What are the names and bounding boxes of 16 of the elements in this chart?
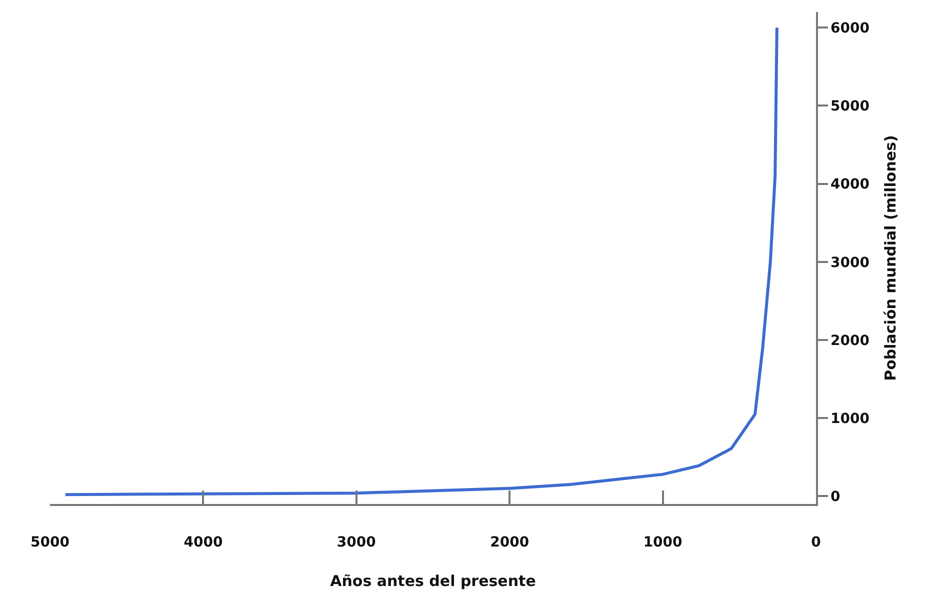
x-tick-label: 4000: [184, 534, 223, 551]
y-tick-label: 6000: [830, 20, 870, 37]
x-tick-label: 3000: [336, 534, 376, 551]
y-axis-title: Población mundial (millones): [881, 135, 900, 381]
y-tick-label: 4000: [830, 176, 870, 193]
line-series: [64, 26, 778, 496]
x-tick-label: 5000: [30, 534, 70, 551]
x-axis-title: Años antes del presente: [330, 572, 536, 590]
y-tick-label: 0: [830, 489, 841, 506]
y-tick-label: 3000: [830, 254, 870, 271]
x-tick-label: 1000: [643, 534, 683, 551]
y-tick-label: 1000: [830, 411, 870, 427]
x-tick-label: 0: [811, 534, 822, 551]
y-tick-label: 5000: [830, 98, 870, 115]
x-tick-label: 2000: [490, 534, 530, 551]
y-tick-label: 2000: [830, 332, 870, 349]
